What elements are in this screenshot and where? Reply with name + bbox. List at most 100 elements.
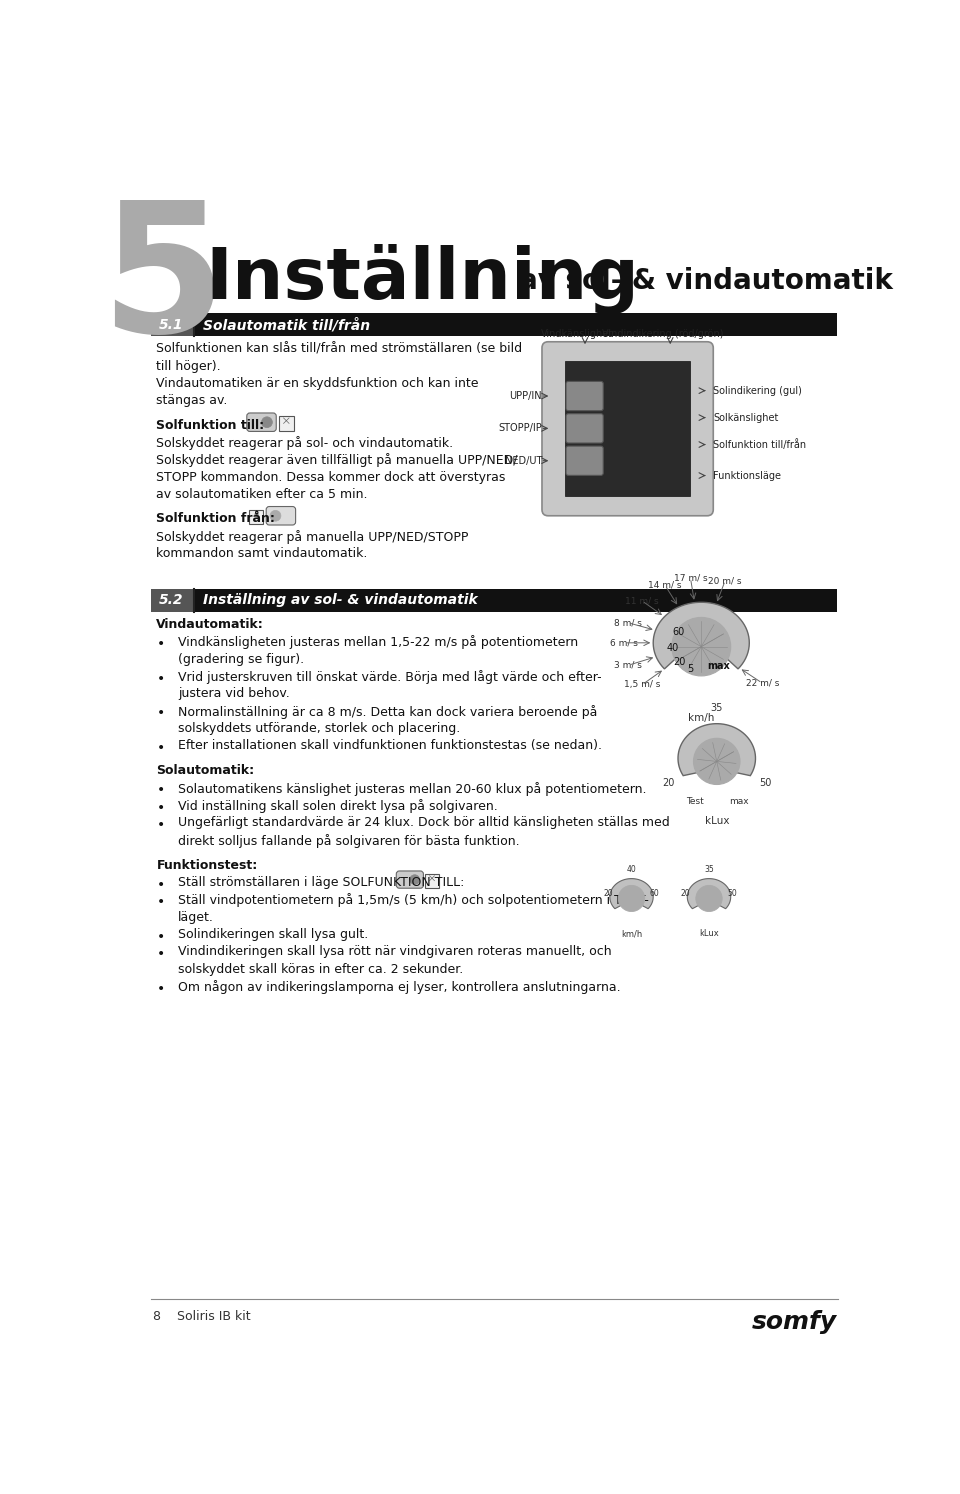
Text: 5.2: 5.2 bbox=[159, 593, 183, 608]
Text: Solautomatik till/från: Solautomatik till/från bbox=[203, 318, 370, 332]
Text: •: • bbox=[156, 636, 165, 651]
FancyBboxPatch shape bbox=[151, 314, 837, 336]
Text: Vindautomatiken är en skyddsfunktion och kan inte: Vindautomatiken är en skyddsfunktion och… bbox=[156, 376, 479, 390]
Text: 20: 20 bbox=[604, 889, 613, 898]
Text: •: • bbox=[156, 819, 165, 832]
FancyBboxPatch shape bbox=[565, 362, 690, 496]
Text: Vid inställning skall solen direkt lysa på solgivaren.: Vid inställning skall solen direkt lysa … bbox=[179, 799, 498, 813]
FancyBboxPatch shape bbox=[249, 511, 263, 524]
FancyBboxPatch shape bbox=[566, 414, 603, 444]
Text: Efter installationen skall vindfunktionen funktionstestas (se nedan).: Efter installationen skall vindfunktione… bbox=[179, 740, 602, 753]
Polygon shape bbox=[610, 878, 653, 908]
FancyBboxPatch shape bbox=[266, 506, 296, 524]
Text: Solindikering (gul): Solindikering (gul) bbox=[713, 385, 803, 396]
Text: UPP/IN: UPP/IN bbox=[510, 391, 542, 400]
Text: kommandon samt vindautomatik.: kommandon samt vindautomatik. bbox=[156, 547, 368, 560]
Text: Solfunktionen kan slås till/från med strömställaren (se bild: Solfunktionen kan slås till/från med str… bbox=[156, 342, 522, 356]
Text: Vindkänsligheten justeras mellan 1,5-22 m/s på potentiometern: Vindkänsligheten justeras mellan 1,5-22 … bbox=[179, 635, 578, 650]
Text: •: • bbox=[156, 707, 165, 720]
Text: Solskyddet reagerar på manuella UPP/NED/STOPP: Solskyddet reagerar på manuella UPP/NED/… bbox=[156, 530, 468, 544]
Text: 40: 40 bbox=[666, 642, 679, 653]
Text: Solfunktion till/från: Solfunktion till/från bbox=[713, 439, 806, 450]
Text: Solindikeringen skall lysa gult.: Solindikeringen skall lysa gult. bbox=[179, 928, 369, 941]
Text: 8    Soliris IB kit: 8 Soliris IB kit bbox=[153, 1310, 251, 1322]
Text: Funktionstest:: Funktionstest: bbox=[156, 859, 257, 872]
Text: Solautomatik:: Solautomatik: bbox=[156, 765, 254, 777]
FancyBboxPatch shape bbox=[566, 447, 603, 475]
Text: Vrid justerskruven till önskat värde. Börja med lågt värde och efter-: Vrid justerskruven till önskat värde. Bö… bbox=[179, 671, 602, 684]
FancyBboxPatch shape bbox=[151, 589, 837, 613]
Text: km/h: km/h bbox=[688, 713, 714, 723]
Text: Solkänslighet: Solkänslighet bbox=[713, 412, 779, 423]
Text: Solskyddet reagerar på sol- och vindautomatik.: Solskyddet reagerar på sol- och vindauto… bbox=[156, 436, 453, 450]
Text: somfy: somfy bbox=[752, 1310, 837, 1334]
Text: Vindindikering (röd/grön): Vindindikering (röd/grön) bbox=[602, 329, 723, 339]
Text: solskyddet skall köras in efter ca. 2 sekunder.: solskyddet skall köras in efter ca. 2 se… bbox=[179, 962, 464, 976]
Text: kLux: kLux bbox=[699, 929, 719, 938]
Text: NED/UT: NED/UT bbox=[505, 456, 542, 466]
Text: 17 m/ s: 17 m/ s bbox=[674, 574, 708, 583]
Text: 35: 35 bbox=[710, 704, 723, 714]
Polygon shape bbox=[687, 878, 731, 908]
Text: 1,5 m/ s: 1,5 m/ s bbox=[624, 680, 660, 689]
Text: Vindkänslighet: Vindkänslighet bbox=[541, 329, 613, 339]
Text: •: • bbox=[156, 895, 165, 908]
Text: 35: 35 bbox=[704, 865, 714, 874]
Text: Solfunktion från:: Solfunktion från: bbox=[156, 512, 276, 526]
Text: Solfunktion till:: Solfunktion till: bbox=[156, 418, 265, 432]
Text: Om någon av indikeringslamporna ej lyser, kontrollera anslutningarna.: Om någon av indikeringslamporna ej lyser… bbox=[179, 980, 621, 994]
Text: Vindautomatik:: Vindautomatik: bbox=[156, 619, 264, 630]
FancyBboxPatch shape bbox=[278, 415, 294, 432]
Text: •: • bbox=[156, 982, 165, 995]
Circle shape bbox=[261, 417, 273, 427]
Text: 20 m/ s: 20 m/ s bbox=[708, 577, 742, 586]
Text: av sol- & vindautomatik: av sol- & vindautomatik bbox=[519, 267, 893, 294]
Text: 20: 20 bbox=[673, 657, 685, 668]
Circle shape bbox=[270, 511, 281, 521]
Text: 5.1: 5.1 bbox=[159, 318, 183, 332]
Text: •: • bbox=[156, 929, 165, 944]
Circle shape bbox=[693, 738, 740, 784]
Polygon shape bbox=[653, 602, 750, 669]
Text: justera vid behov.: justera vid behov. bbox=[179, 687, 290, 701]
FancyBboxPatch shape bbox=[566, 381, 603, 411]
Polygon shape bbox=[678, 723, 756, 775]
Text: 40: 40 bbox=[627, 865, 636, 874]
Text: 60: 60 bbox=[650, 889, 660, 898]
Text: 8 m/ s: 8 m/ s bbox=[613, 619, 641, 627]
Text: Funktionsläge: Funktionsläge bbox=[713, 471, 781, 481]
Text: 22 m/ s: 22 m/ s bbox=[746, 678, 779, 687]
Text: stängas av.: stängas av. bbox=[156, 394, 228, 408]
Text: till höger).: till höger). bbox=[156, 360, 221, 374]
Text: 5: 5 bbox=[687, 665, 693, 674]
Text: •: • bbox=[156, 741, 165, 754]
Text: 3 m/ s: 3 m/ s bbox=[614, 660, 642, 669]
Text: Test: Test bbox=[686, 796, 704, 805]
Text: Ställ strömställaren i läge SOLFUNKTION TILL:: Ställ strömställaren i läge SOLFUNKTION … bbox=[179, 875, 465, 889]
Text: max: max bbox=[708, 660, 731, 671]
Text: STOPP/IP: STOPP/IP bbox=[498, 423, 542, 433]
Text: km/h: km/h bbox=[621, 929, 642, 938]
Text: 6 m/ s: 6 m/ s bbox=[610, 638, 637, 647]
Text: 50: 50 bbox=[759, 778, 771, 789]
FancyBboxPatch shape bbox=[247, 412, 276, 432]
Text: Inställning: Inställning bbox=[205, 244, 639, 314]
Text: Inställning av sol- & vindautomatik: Inställning av sol- & vindautomatik bbox=[203, 593, 478, 608]
FancyBboxPatch shape bbox=[151, 314, 194, 336]
FancyBboxPatch shape bbox=[425, 874, 439, 887]
Circle shape bbox=[618, 886, 645, 911]
Text: 50: 50 bbox=[728, 889, 737, 898]
Text: 14 m/ s: 14 m/ s bbox=[648, 581, 682, 590]
Text: STOPP kommandon. Dessa kommer dock att överstyras: STOPP kommandon. Dessa kommer dock att ö… bbox=[156, 471, 506, 484]
Text: 60: 60 bbox=[672, 626, 684, 636]
Text: Solskyddet reagerar även tillfälligt på manuella UPP/NED/: Solskyddet reagerar även tillfälligt på … bbox=[156, 453, 518, 468]
Circle shape bbox=[672, 617, 731, 675]
Text: Ungefärligt standardvärde är 24 klux. Dock bör alltid känsligheten ställas med: Ungefärligt standardvärde är 24 klux. Do… bbox=[179, 816, 670, 829]
Text: direkt solljus fallande på solgivaren för bästa funktion.: direkt solljus fallande på solgivaren fö… bbox=[179, 834, 519, 847]
Text: •: • bbox=[156, 947, 165, 961]
Text: 5: 5 bbox=[100, 194, 226, 371]
Text: Solautomatikens känslighet justeras mellan 20-60 klux på potentiometern.: Solautomatikens känslighet justeras mell… bbox=[179, 781, 647, 796]
Text: 20: 20 bbox=[681, 889, 690, 898]
FancyBboxPatch shape bbox=[542, 342, 713, 515]
Text: 11 m/ s: 11 m/ s bbox=[625, 596, 659, 605]
